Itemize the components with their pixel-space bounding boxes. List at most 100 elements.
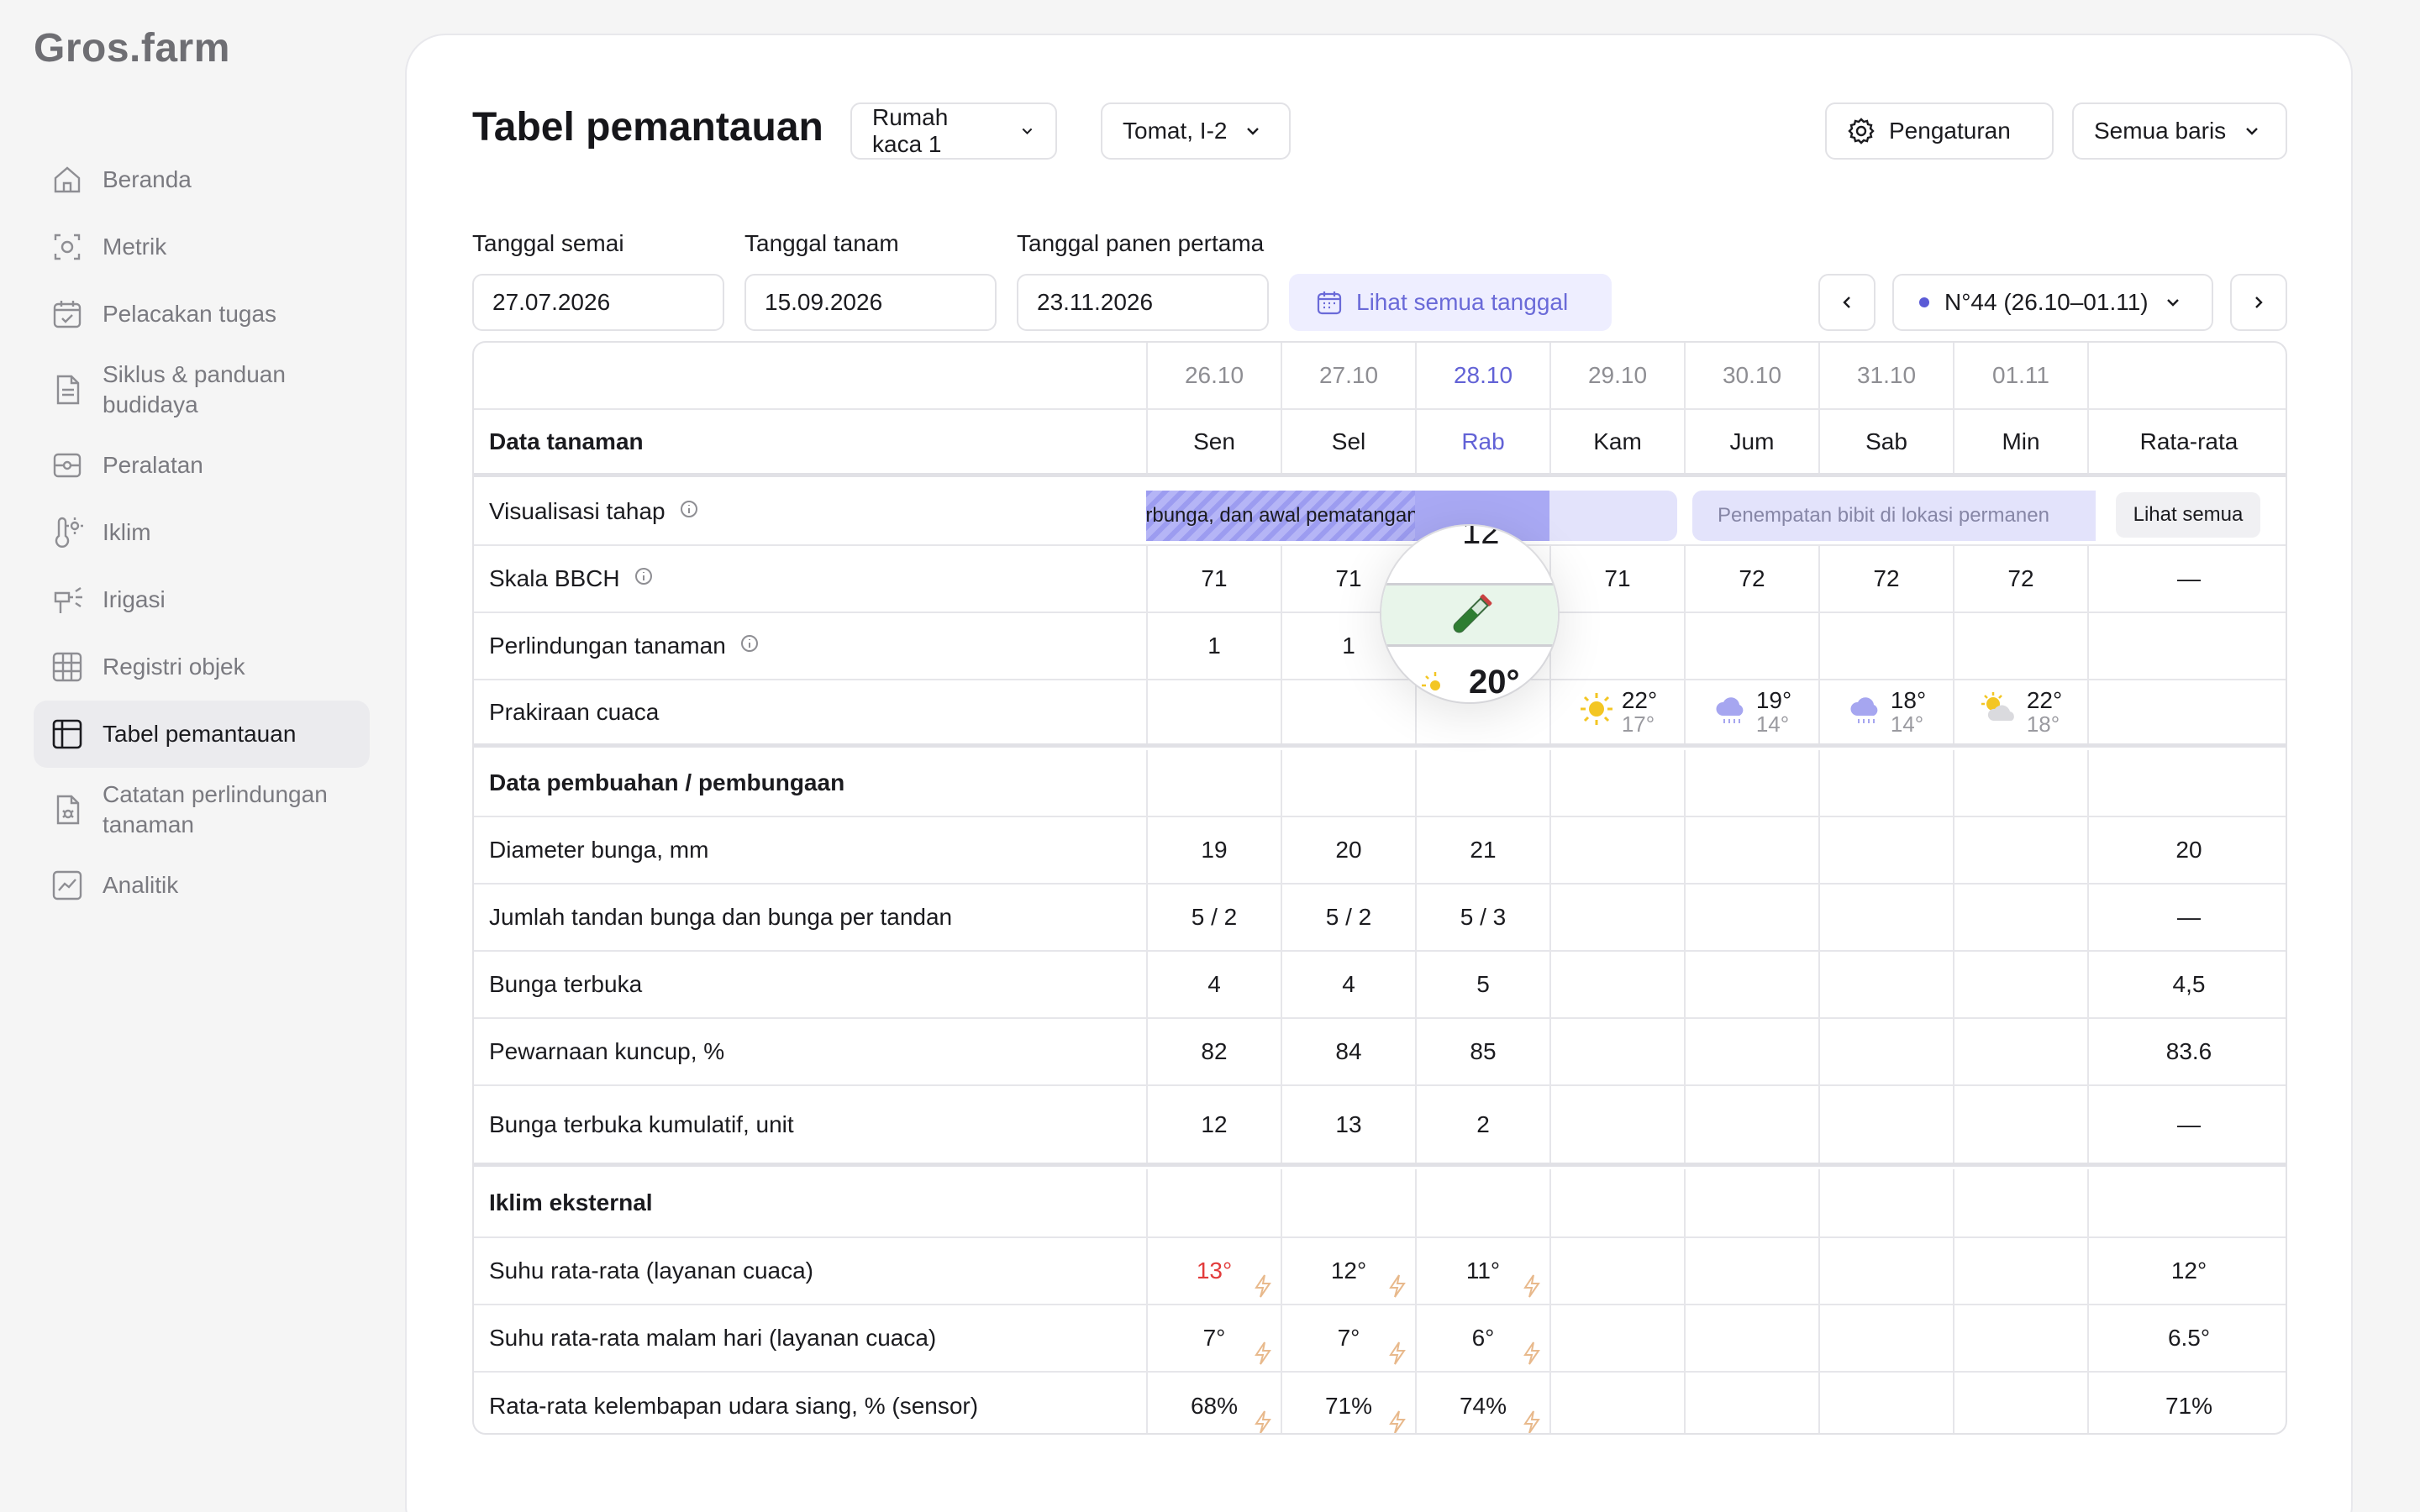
row-label: Perlindungan tanaman <box>474 613 1146 679</box>
day-header: Kam <box>1549 410 1684 473</box>
table-cell: 19 <box>1146 817 1281 883</box>
sun-icon <box>1422 672 1440 690</box>
table-cell: 72 <box>1818 546 1953 612</box>
sidebar-item-pelacakan-tugas[interactable]: Pelacakan tugas <box>34 281 370 348</box>
cell-value: 12° <box>1330 1257 1367 1284</box>
fruit-data-row: Jumlah tandan bunga dan bunga per tandan… <box>474 885 2286 952</box>
table-cell <box>1953 1373 2087 1433</box>
gear-icon <box>1848 118 1875 144</box>
weather-cell: 18° 14° <box>1818 680 1953 743</box>
info-icon[interactable] <box>679 498 699 525</box>
crop-select[interactable]: Tomat, I-2 <box>1101 102 1291 160</box>
table-cell <box>1953 1086 2087 1163</box>
table-cell <box>1146 1169 1281 1236</box>
greenhouse-select[interactable]: Rumah kaca 1 <box>850 102 1057 160</box>
table-cell <box>1684 817 1818 883</box>
sidebar-item-metrik[interactable]: Metrik <box>34 213 370 281</box>
prev-week-button[interactable] <box>1818 274 1876 331</box>
day-header-row: Data tanaman Sen Sel Rab Kam Jum Sab Min Rata-ra… <box>474 410 2286 477</box>
table-cell <box>1953 1169 2087 1236</box>
sidebar-item-siklus[interactable]: Siklus & panduan budidaya <box>34 348 370 432</box>
see-all-dates-button[interactable]: Lihat semua tanggal <box>1289 274 1612 331</box>
day-header: Sen <box>1146 410 1281 473</box>
sidebar-item-analitik[interactable]: Analitik <box>34 852 370 919</box>
table-cell: 20 <box>1281 817 1415 883</box>
info-icon[interactable] <box>739 633 760 659</box>
table-cell <box>1953 1305 2087 1371</box>
stage-bar-transplant[interactable]: Penempatan bibit di lokasi permanen <box>1692 491 2096 541</box>
table-cell: 4 <box>1146 952 1281 1017</box>
settings-button[interactable]: Pengaturan <box>1825 102 2054 160</box>
rows-filter-select[interactable]: Semua baris <box>2072 102 2287 160</box>
average-cell: 83.6 <box>2087 1019 2286 1084</box>
harvest-date-input[interactable] <box>1017 274 1269 331</box>
row-label <box>474 343 1146 408</box>
table-cell <box>1953 817 2087 883</box>
cell-value: 6° <box>1471 1325 1495 1351</box>
table-cell <box>1953 1019 2087 1084</box>
sidebar-item-tabel-pemantauan[interactable]: Tabel pemantauan <box>34 701 370 768</box>
average-cell <box>2087 680 2286 743</box>
planting-date-label: Tanggal tanam <box>744 230 899 256</box>
info-icon[interactable] <box>634 565 654 592</box>
row-label: Suhu rata-rata (layanan cuaca) <box>474 1238 1146 1304</box>
row-label-text: Data tanaman <box>489 428 644 454</box>
crop-select-value: Tomat, I-2 <box>1123 118 1228 144</box>
sidebar-item-catatan[interactable]: Catatan perlindungan tanaman <box>34 768 370 852</box>
sidebar-item-peralatan[interactable]: Peralatan <box>34 432 370 499</box>
average-cell: 4,5 <box>2087 952 2286 1017</box>
table-cell <box>1549 885 1684 950</box>
week-select[interactable]: N°44 (26.10–01.11) <box>1892 274 2213 331</box>
grid-icon <box>50 650 84 684</box>
table-cell: 12 <box>1146 1086 1281 1163</box>
chevron-down-icon <box>1247 128 1260 135</box>
average-cell <box>2087 613 2286 679</box>
sidebar-item-beranda[interactable]: Beranda <box>34 146 370 213</box>
table-cell: 74% <box>1415 1373 1549 1433</box>
sowing-date-input[interactable] <box>472 274 724 331</box>
stage-bar-forecast[interactable] <box>1549 491 1677 541</box>
sidebar-item-registri[interactable]: Registri objek <box>34 633 370 701</box>
row-label: Data tanaman <box>474 410 1146 473</box>
row-label-text: Prakiraan cuaca <box>489 698 660 725</box>
temp-low: 14° <box>1890 711 1924 737</box>
row-label-text: Pewarnaan kuncup, % <box>489 1038 725 1064</box>
sidebar-item-label: Metrik <box>103 234 167 260</box>
stage-bar-label: Berbunga, dan awal pematangan <box>1146 504 1415 527</box>
table-cell <box>1818 1169 1953 1236</box>
next-week-button[interactable] <box>2230 274 2287 331</box>
date-header: 01.11 <box>1953 343 2087 408</box>
rain-cloud-icon <box>1847 690 1884 733</box>
table-cell: 1 <box>1281 613 1415 679</box>
see-all-stages-button[interactable]: Lihat semua <box>2116 492 2260 538</box>
planting-date-input[interactable] <box>744 274 997 331</box>
document-icon <box>50 373 84 407</box>
sidebar-item-label: Tabel pemantauan <box>103 721 297 747</box>
row-label-text: Suhu rata-rata malam hari (layanan cuaca… <box>489 1325 937 1351</box>
table-cell <box>1415 750 1549 816</box>
weather-forecast: 18° 14° <box>1847 688 1926 737</box>
stage-bar-flowering[interactable]: Berbunga, dan awal pematangan <box>1146 491 1415 541</box>
week-select-value: N°44 (26.10–01.11) <box>1944 289 2149 315</box>
table-cell: 1 <box>1146 613 1281 679</box>
logo: Gros.farm <box>34 26 230 71</box>
table-cell <box>1818 1086 1953 1163</box>
test-tube-icon <box>1453 594 1492 633</box>
table-cell <box>1953 613 2087 679</box>
weather-temps: 18° 14° <box>1890 688 1926 737</box>
sidebar-item-iklim[interactable]: Iklim <box>34 499 370 566</box>
weather-cell: 22° 18° <box>1953 680 2087 743</box>
temp-high: 19° <box>1755 686 1792 713</box>
table-cell: 71 <box>1281 546 1415 612</box>
rows-filter-value: Semua baris <box>2094 118 2227 144</box>
day-header: Sel <box>1281 410 1415 473</box>
home-icon <box>50 163 84 197</box>
table-cell <box>1818 613 1953 679</box>
sidebar: Gros.farm Beranda Metrik Pelacakan tugas… <box>0 0 403 1512</box>
table-cell <box>1818 1305 1953 1371</box>
document-bug-icon <box>50 793 84 827</box>
row-label: Iklim eksternal <box>474 1169 1146 1236</box>
sidebar-item-irigasi[interactable]: Irigasi <box>34 566 370 633</box>
row-label-text: Perlindungan tanaman <box>489 633 726 659</box>
harvest-date-label: Tanggal panen pertama <box>1017 230 1265 256</box>
